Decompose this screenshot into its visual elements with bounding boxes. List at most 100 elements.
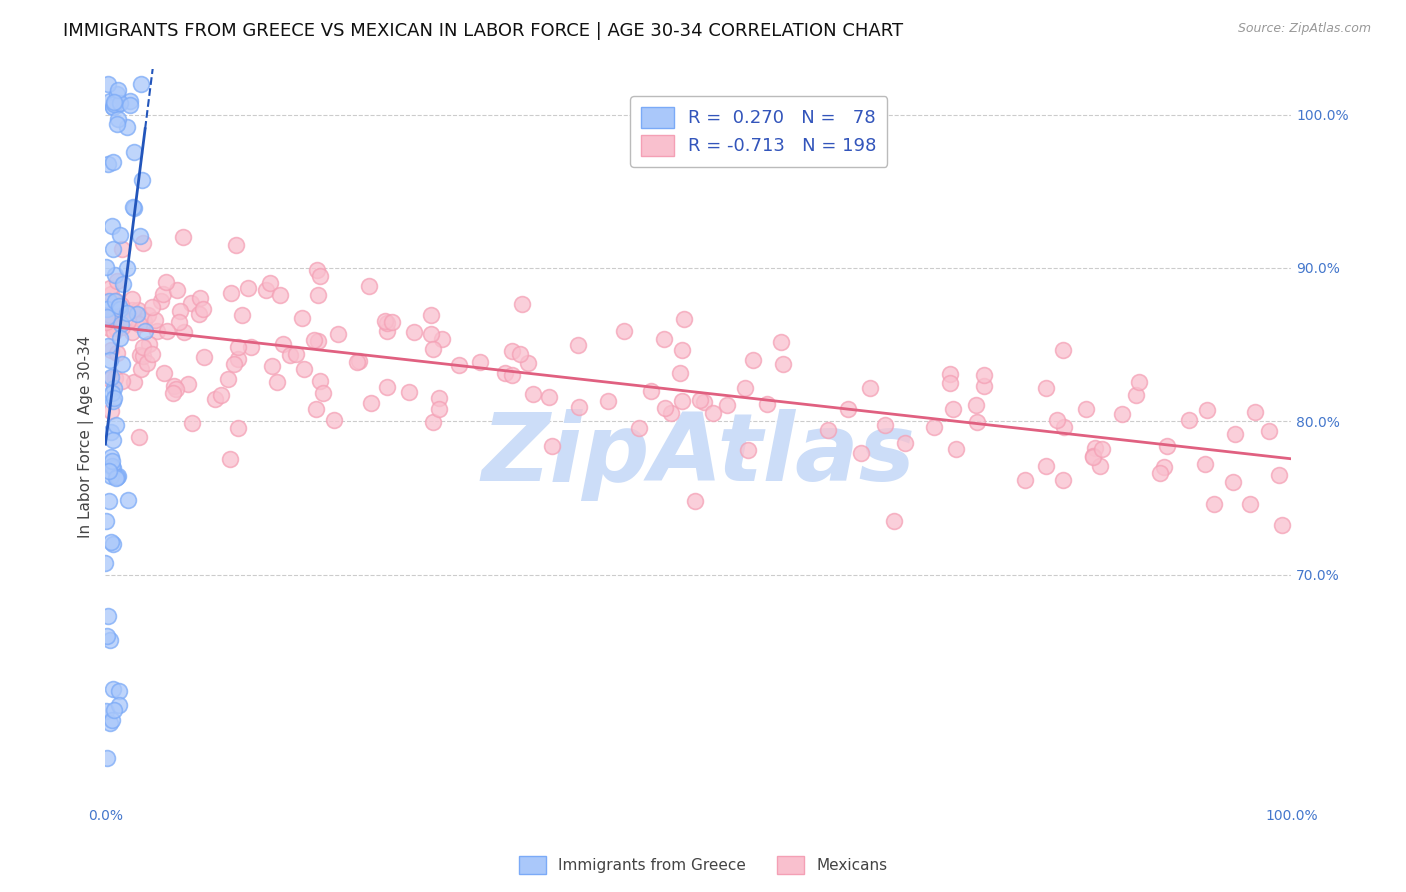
Point (98, 315, 121, 329)
Point (110, 304, 132, 318)
Point (100, 450, 122, 464)
Point (308, 268, 330, 283)
Point (97, 321, 120, 335)
Point (100, 403, 122, 417)
Text: IMMIGRANTS FROM GREECE VS MEXICAN IN LABOR FORCE | AGE 30-34 CORRELATION CHART: IMMIGRANTS FROM GREECE VS MEXICAN IN LAB… (63, 22, 904, 40)
Point (115, 306, 138, 320)
Point (240, 340, 263, 354)
Point (101, 386, 124, 401)
Point (1052, 420, 1074, 434)
Point (156, 324, 179, 338)
Point (217, 372, 239, 386)
Point (94, 315, 117, 329)
Point (422, 415, 444, 429)
Point (100, 343, 122, 358)
Point (512, 297, 534, 311)
Point (312, 385, 335, 400)
Point (522, 387, 544, 401)
Point (101, 458, 124, 473)
Point (111, 242, 134, 256)
Point (430, 333, 453, 347)
Point (942, 401, 965, 416)
Point (1125, 388, 1147, 402)
Point (122, 201, 145, 215)
Point (141, 300, 163, 314)
Point (103, 703, 125, 717)
Point (1271, 517, 1294, 532)
Point (100, 453, 122, 467)
Point (169, 303, 191, 318)
Point (101, 155, 124, 169)
Point (100, 535, 122, 549)
Point (98, 281, 121, 295)
Point (273, 336, 295, 351)
Point (755, 397, 778, 411)
Point (111, 277, 134, 291)
Point (107, 469, 129, 483)
Point (127, 307, 149, 321)
Point (118, 97, 141, 112)
Point (115, 260, 138, 275)
Point (105, 418, 128, 433)
Point (131, 172, 153, 186)
Point (180, 416, 202, 430)
Point (501, 344, 523, 359)
Point (346, 355, 368, 369)
Point (1035, 458, 1057, 473)
Point (107, 82, 129, 96)
Point (1081, 449, 1104, 463)
Point (228, 340, 250, 354)
Point (1052, 343, 1074, 357)
Point (347, 353, 370, 368)
Point (108, 95, 131, 110)
Point (654, 401, 676, 415)
Point (377, 317, 399, 331)
Text: Source: ZipAtlas.com: Source: ZipAtlas.com (1237, 22, 1371, 36)
Point (716, 398, 738, 412)
Point (627, 421, 650, 435)
Point (1153, 459, 1175, 474)
Point (449, 358, 471, 372)
Point (100, 370, 122, 384)
Point (127, 302, 149, 317)
Point (103, 392, 125, 406)
Point (104, 268, 127, 282)
Point (107, 112, 129, 126)
Point (1149, 467, 1171, 481)
Point (671, 343, 693, 357)
Point (769, 334, 792, 349)
Point (1268, 468, 1291, 483)
Point (101, 682, 124, 697)
Point (540, 439, 562, 453)
Point (98, 371, 121, 385)
Point (111, 374, 134, 388)
Point (132, 340, 155, 354)
Point (104, 371, 127, 385)
Point (110, 317, 132, 331)
Point (138, 337, 160, 351)
Point (734, 381, 756, 395)
Point (226, 421, 249, 435)
Point (1244, 405, 1267, 419)
Point (94, 260, 117, 274)
Point (1258, 424, 1281, 438)
Point (132, 349, 155, 363)
Point (291, 311, 314, 326)
Point (308, 374, 330, 388)
Point (1111, 407, 1133, 421)
Point (509, 347, 531, 361)
Point (143, 313, 166, 327)
Point (1222, 475, 1244, 490)
Point (173, 325, 195, 339)
Point (96, 629, 118, 643)
Point (427, 402, 450, 417)
Point (94, 557, 117, 571)
Point (96, 301, 118, 316)
Point (837, 401, 859, 416)
Point (100, 219, 122, 233)
Point (671, 393, 693, 408)
Point (108, 698, 131, 712)
Point (108, 683, 131, 698)
Point (97, 464, 120, 478)
Point (117, 492, 139, 507)
